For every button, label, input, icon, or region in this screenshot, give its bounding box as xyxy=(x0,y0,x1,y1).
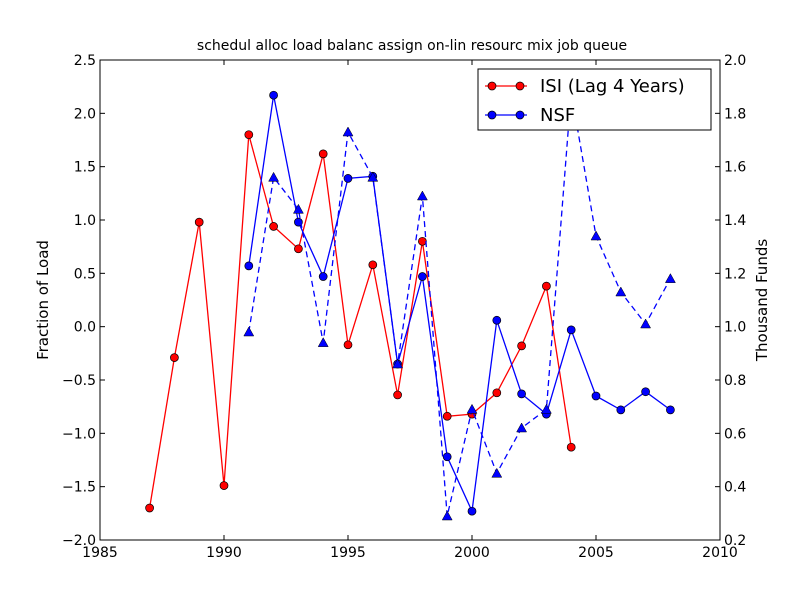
data-point-isi-lag-4-years xyxy=(418,236,427,246)
axes-frame xyxy=(99,59,721,541)
data-point-isi-lag-4-years xyxy=(244,130,254,140)
y2-tick-label: 2.0 xyxy=(724,53,746,69)
data-point-nsf xyxy=(566,325,576,335)
data-point-nsf xyxy=(591,391,601,401)
series-group xyxy=(145,86,676,521)
data-point-nsf-funds xyxy=(516,422,528,433)
x-tick-label: 2000 xyxy=(454,545,490,561)
y2-tick-label: 0.2 xyxy=(724,533,746,549)
data-point-nsf xyxy=(517,389,526,399)
data-point-isi-lag-4-years xyxy=(194,217,204,227)
data-point-nsf xyxy=(442,452,452,462)
y-axis-label: Fraction of Load xyxy=(34,240,52,360)
data-point-isi-lag-4-years xyxy=(542,281,551,291)
y-tick-label: 0.0 xyxy=(74,320,96,336)
x-tick-label: 1990 xyxy=(206,545,242,561)
legend-label: NSF xyxy=(540,105,575,126)
x-tick-label: 1995 xyxy=(330,545,366,561)
data-point-nsf-funds xyxy=(292,203,304,214)
data-point-nsf xyxy=(269,90,278,100)
data-point-nsf xyxy=(666,405,675,415)
data-point-nsf-funds xyxy=(640,318,652,329)
data-point-nsf-funds xyxy=(664,273,676,283)
y2-tick-label: 1.2 xyxy=(724,266,746,282)
data-point-isi-lag-4-years xyxy=(566,442,576,452)
legend-box xyxy=(477,68,712,131)
data-point-isi-lag-4-years xyxy=(269,222,278,231)
series-line-nsf-funds xyxy=(248,91,671,517)
data-point-nsf-funds xyxy=(342,126,354,137)
y-tick-label: −0.5 xyxy=(62,373,96,389)
data-point-nsf xyxy=(318,272,328,281)
data-point-isi-lag-4-years xyxy=(517,341,526,351)
data-point-isi-lag-4-years xyxy=(393,390,402,400)
data-point-isi-lag-4-years xyxy=(368,260,378,270)
data-point-isi-lag-4-years xyxy=(170,353,179,362)
y2-tick-label: 1.8 xyxy=(724,106,746,122)
data-point-nsf-funds xyxy=(590,230,602,241)
data-point-nsf-funds xyxy=(392,358,404,369)
legend-marker xyxy=(515,110,525,120)
legend-marker xyxy=(515,81,525,91)
data-point-nsf xyxy=(343,174,353,183)
data-point-nsf xyxy=(641,387,650,397)
y-tick-label: 1.0 xyxy=(74,213,96,229)
series-line-nsf xyxy=(248,95,671,514)
data-point-nsf-funds xyxy=(317,337,329,347)
chart-title: schedul alloc load balanc assign on-lin … xyxy=(197,38,627,54)
y-tick-label: 2.5 xyxy=(74,53,96,69)
data-point-nsf-funds xyxy=(441,510,453,521)
data-point-isi-lag-4-years xyxy=(442,411,452,421)
x-tick-label: 1985 xyxy=(82,545,118,561)
data-point-isi-lag-4-years xyxy=(145,503,154,513)
data-point-nsf xyxy=(467,506,477,516)
legend-marker xyxy=(487,110,497,120)
data-point-nsf-funds xyxy=(615,286,627,297)
data-point-nsf-funds xyxy=(243,326,255,337)
data-point-nsf-funds xyxy=(540,403,552,414)
legend-marker xyxy=(487,81,497,91)
y2-tick-label: 0.8 xyxy=(724,373,746,389)
y2-axis-label: Thousand Funds xyxy=(753,239,771,362)
data-point-isi-lag-4-years xyxy=(492,388,502,398)
data-point-nsf xyxy=(492,315,502,325)
data-point-nsf xyxy=(616,405,626,415)
data-point-isi-lag-4-years xyxy=(294,244,303,254)
data-point-nsf xyxy=(294,217,303,227)
data-point-isi-lag-4-years xyxy=(219,481,229,490)
y-tick-label: 2.0 xyxy=(74,106,96,122)
x-tick-label: 2010 xyxy=(702,545,738,561)
data-point-nsf xyxy=(244,261,254,271)
data-point-nsf xyxy=(418,272,427,281)
data-point-isi-lag-4-years xyxy=(318,149,328,159)
y2-tick-label: 1.0 xyxy=(724,320,746,336)
y-tick-label: −1.0 xyxy=(62,426,96,442)
y-tick-label: 0.5 xyxy=(74,266,96,282)
data-point-isi-lag-4-years xyxy=(343,340,353,350)
data-point-nsf-funds xyxy=(268,171,280,182)
y2-tick-label: 1.4 xyxy=(724,213,746,229)
y-tick-label: 1.5 xyxy=(74,160,96,176)
data-point-nsf-funds xyxy=(416,190,428,201)
y2-tick-label: 0.4 xyxy=(724,480,746,496)
data-point-nsf-funds xyxy=(367,171,379,182)
data-point-nsf-funds xyxy=(491,467,503,478)
series-line-isi-lag-4-years xyxy=(148,134,572,509)
y2-tick-label: 1.6 xyxy=(724,160,746,176)
legend-label: ISI (Lag 4 Years) xyxy=(540,76,685,97)
x-tick-label: 2005 xyxy=(578,545,614,561)
data-point-nsf-funds xyxy=(466,403,478,414)
plot-area: 1985 1990 1995 2000 2005 2010 −2.0 −1.5 −1.0 −0.5… xyxy=(62,53,746,561)
y2-tick-label: 0.6 xyxy=(724,426,746,442)
legend: ISI (Lag 4 Years) NSF xyxy=(477,68,712,131)
y-tick-label: −1.5 xyxy=(62,480,96,496)
y-tick-label: −2.0 xyxy=(62,533,96,549)
